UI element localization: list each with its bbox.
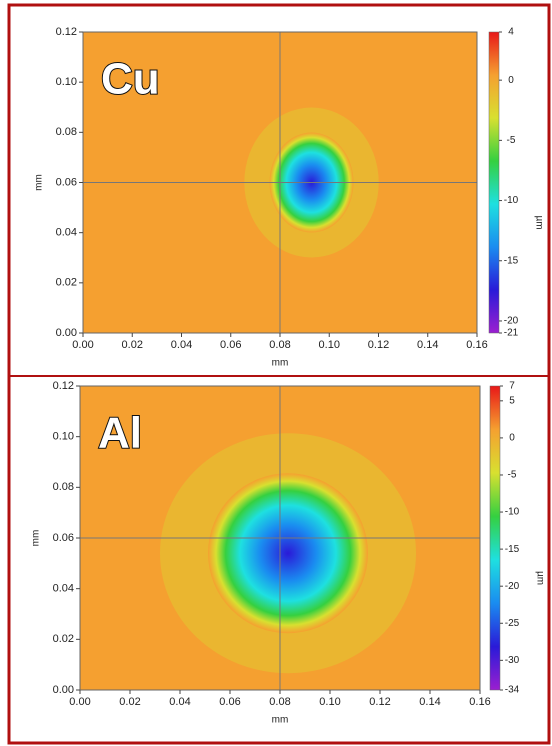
colorbar-tick-label: 0	[508, 75, 514, 86]
x-axis-label: mm	[272, 715, 289, 726]
y-tick-label: 0.12	[53, 380, 74, 392]
y-tick-label: 0.10	[56, 76, 77, 88]
x-tick-label: 0.06	[220, 339, 241, 351]
x-tick-label: 0.12	[368, 339, 389, 351]
colorbar-tick-label: 0	[509, 433, 515, 444]
colorbar-tick-label: -20	[504, 316, 519, 327]
colorbar	[488, 31, 500, 334]
y-tick-label: 0.04	[56, 227, 77, 239]
y-tick-label: 0.08	[56, 126, 77, 138]
y-tick-label: 0.04	[53, 583, 74, 595]
y-tick-label: 0.08	[53, 481, 74, 493]
colorbar-tick-label: 4	[508, 27, 514, 38]
x-tick-label: 0.08	[269, 339, 290, 351]
y-tick-label: 0.10	[53, 431, 74, 443]
material-label: Al	[98, 409, 142, 458]
x-tick-label: 0.16	[469, 696, 490, 708]
colorbar-label: µm	[534, 571, 545, 585]
colorbar-tick-label: -10	[505, 507, 520, 518]
y-tick-label: 0.12	[56, 26, 77, 38]
x-tick-label: 0.14	[417, 339, 438, 351]
material-label: Cu	[101, 55, 160, 104]
y-tick-label: 0.06	[56, 176, 77, 188]
colorbar-tick-label: -5	[507, 135, 516, 146]
colorbar-tick-label: 7	[509, 381, 515, 392]
colorbar-tick-label: -30	[505, 655, 520, 666]
colorbar-label: µm	[533, 215, 544, 229]
y-axis-label: mm	[31, 530, 42, 547]
x-tick-label: 0.16	[466, 339, 487, 351]
colorbar-tick-label: -10	[504, 195, 519, 206]
x-tick-label: 0.00	[72, 339, 93, 351]
colorbar-tick-label: -34	[505, 685, 520, 696]
x-tick-label: 0.08	[269, 696, 290, 708]
x-tick-label: 0.06	[219, 696, 240, 708]
x-tick-label: 0.12	[369, 696, 390, 708]
colorbar-tick-label: -20	[505, 581, 520, 592]
colorbar-tick-label: -25	[505, 618, 520, 629]
frame	[7, 3, 551, 745]
x-tick-label: 0.14	[419, 696, 440, 708]
y-axis-label: mm	[34, 174, 45, 191]
x-tick-label: 0.04	[171, 339, 192, 351]
y-tick-label: 0.02	[56, 277, 77, 289]
x-axis-label: mm	[272, 358, 289, 369]
x-tick-label: 0.02	[122, 339, 143, 351]
x-tick-label: 0.04	[169, 696, 190, 708]
colorbar-tick-label: -15	[505, 544, 520, 555]
x-tick-label: 0.00	[69, 696, 90, 708]
x-tick-label: 0.02	[119, 696, 140, 708]
y-tick-label: 0.02	[53, 633, 74, 645]
y-tick-label: 0.06	[53, 532, 74, 544]
x-tick-label: 0.10	[319, 339, 340, 351]
colorbar-tick-label: -21	[504, 328, 519, 339]
colorbar-tick-label: -15	[504, 255, 519, 266]
crater	[208, 473, 368, 634]
y-tick-label: 0.00	[53, 684, 74, 696]
colorbar-tick-label: -5	[508, 470, 517, 481]
y-tick-label: 0.00	[56, 327, 77, 339]
x-tick-label: 0.10	[319, 696, 340, 708]
colorbar-tick-label: 5	[509, 395, 515, 406]
colorbar	[489, 385, 501, 691]
